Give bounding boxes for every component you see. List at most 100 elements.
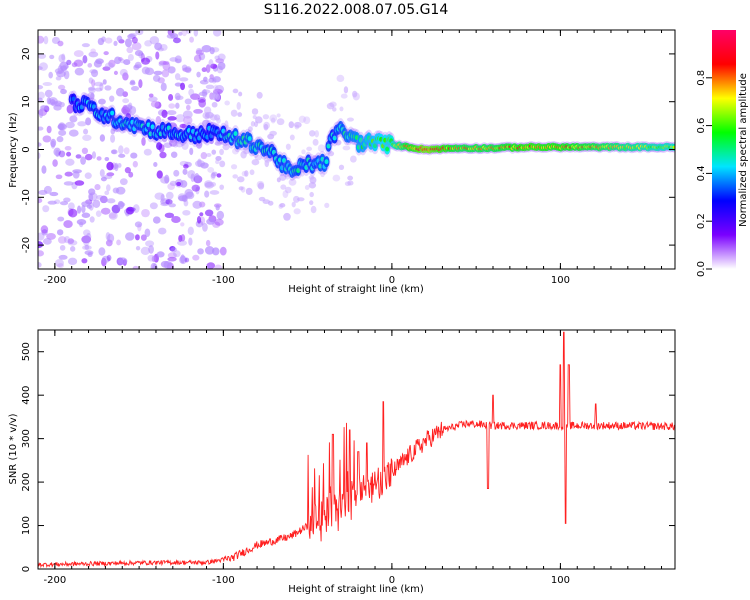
heatmap-cell	[164, 212, 175, 219]
heatmap-cell	[148, 93, 154, 98]
heatmap-cell	[50, 138, 57, 148]
heatmap-cell	[54, 68, 65, 75]
heatmap-cell	[38, 66, 43, 71]
heatmap-cell	[230, 164, 238, 170]
heatmap-cell	[153, 70, 163, 76]
heatmap-cell	[173, 169, 180, 177]
heatmap-cell	[154, 192, 165, 200]
heatmap-cell	[74, 67, 85, 76]
heatmap-cell	[133, 65, 140, 71]
heatmap-cell	[49, 54, 55, 60]
heatmap-cell	[379, 136, 384, 142]
heatmap-cell	[67, 257, 78, 266]
heatmap-cell	[210, 63, 218, 69]
heatmap-cell	[117, 257, 128, 265]
heatmap-cell	[101, 255, 111, 263]
heatmap-cell	[298, 115, 307, 123]
heatmap-cell	[179, 123, 187, 129]
heatmap-cell	[87, 192, 98, 201]
spectrogram-ytick-label: 0	[21, 146, 32, 152]
heatmap-cell	[122, 72, 129, 81]
heatmap-cell	[103, 174, 113, 180]
heatmap-cell	[174, 82, 182, 87]
heatmap-cell	[189, 36, 194, 43]
heatmap-cell	[308, 175, 315, 180]
heatmap-cell	[42, 205, 50, 213]
heatmap-cell	[198, 52, 206, 61]
heatmap-cell	[98, 98, 106, 105]
heatmap-cell	[41, 165, 47, 174]
heatmap-cell	[293, 121, 302, 128]
colorbar-tick-label: 0.2	[696, 213, 707, 229]
heatmap-cell	[230, 109, 238, 117]
heatmap-cell	[189, 147, 194, 156]
heatmap-cell	[192, 254, 200, 261]
heatmap-cell	[83, 128, 89, 135]
heatmap-cell	[90, 48, 96, 54]
heatmap-cell	[81, 212, 91, 218]
heatmap-cell	[280, 184, 287, 190]
heatmap-cell	[237, 112, 243, 117]
heatmap-cell	[62, 64, 70, 69]
heatmap-cell	[240, 150, 247, 159]
heatmap-cell	[73, 50, 84, 57]
heatmap-cell	[212, 76, 221, 83]
heatmap-cell	[106, 172, 115, 177]
heatmap-cell	[41, 229, 48, 236]
heatmap-cell	[53, 104, 62, 111]
heatmap-cell	[128, 171, 134, 178]
heatmap-cell	[269, 114, 278, 123]
heatmap-cell	[178, 31, 183, 36]
snr-panel: -200 -100 0 100 0 100 200 300 400 500 Height of s…	[8, 329, 676, 595]
heatmap-cell	[125, 206, 135, 215]
heatmap-cell	[99, 195, 108, 204]
heatmap-cell	[171, 216, 181, 224]
heatmap-cell	[194, 173, 200, 183]
heatmap-cell	[282, 190, 289, 199]
heatmap-cell	[221, 128, 226, 134]
spectrogram-xlabel: Height of straight line (km)	[288, 284, 424, 295]
heatmap-cell	[107, 233, 115, 243]
heatmap-cell	[190, 173, 195, 182]
heatmap-cell	[204, 114, 210, 120]
heatmap-cell	[115, 87, 125, 97]
heatmap-cell	[195, 160, 206, 168]
heatmap-cell	[207, 166, 215, 173]
heatmap-cell	[178, 195, 188, 202]
heatmap-cell	[167, 256, 177, 262]
heatmap-cell	[258, 196, 266, 202]
heatmap-cell	[141, 208, 150, 218]
heatmap-cell	[251, 108, 259, 115]
heatmap-cell	[211, 47, 220, 53]
heatmap-cell	[336, 74, 345, 83]
heatmap-cell	[354, 135, 359, 140]
heatmap-cell	[111, 149, 117, 154]
heatmap-cell	[38, 250, 44, 257]
heatmap-cell	[106, 254, 112, 262]
heatmap-cell	[99, 134, 106, 142]
heatmap-cell	[43, 105, 50, 113]
heatmap-cell	[90, 92, 95, 100]
heatmap-cell	[162, 61, 171, 71]
heatmap-cell	[114, 56, 122, 65]
heatmap-cell	[166, 125, 171, 131]
heatmap-cell	[38, 53, 47, 59]
heatmap-cell	[170, 247, 178, 253]
colorbar-tick-label: 0.6	[696, 118, 707, 134]
heatmap-cell	[163, 261, 172, 269]
heatmap-cell	[197, 97, 206, 103]
heatmap-cell	[179, 77, 189, 82]
heatmap-cell	[339, 106, 344, 112]
snr-ylabel: SNR (10 * v/v)	[8, 413, 19, 484]
heatmap-cell	[198, 91, 208, 97]
heatmap-cell	[255, 116, 263, 124]
heatmap-cell	[205, 84, 215, 90]
heatmap-cell	[342, 145, 351, 151]
heatmap-cell	[247, 136, 252, 142]
heatmap-cell	[83, 229, 91, 237]
heatmap-cell	[127, 53, 134, 61]
heatmap-cell	[110, 128, 116, 135]
heatmap-cell	[238, 91, 243, 97]
